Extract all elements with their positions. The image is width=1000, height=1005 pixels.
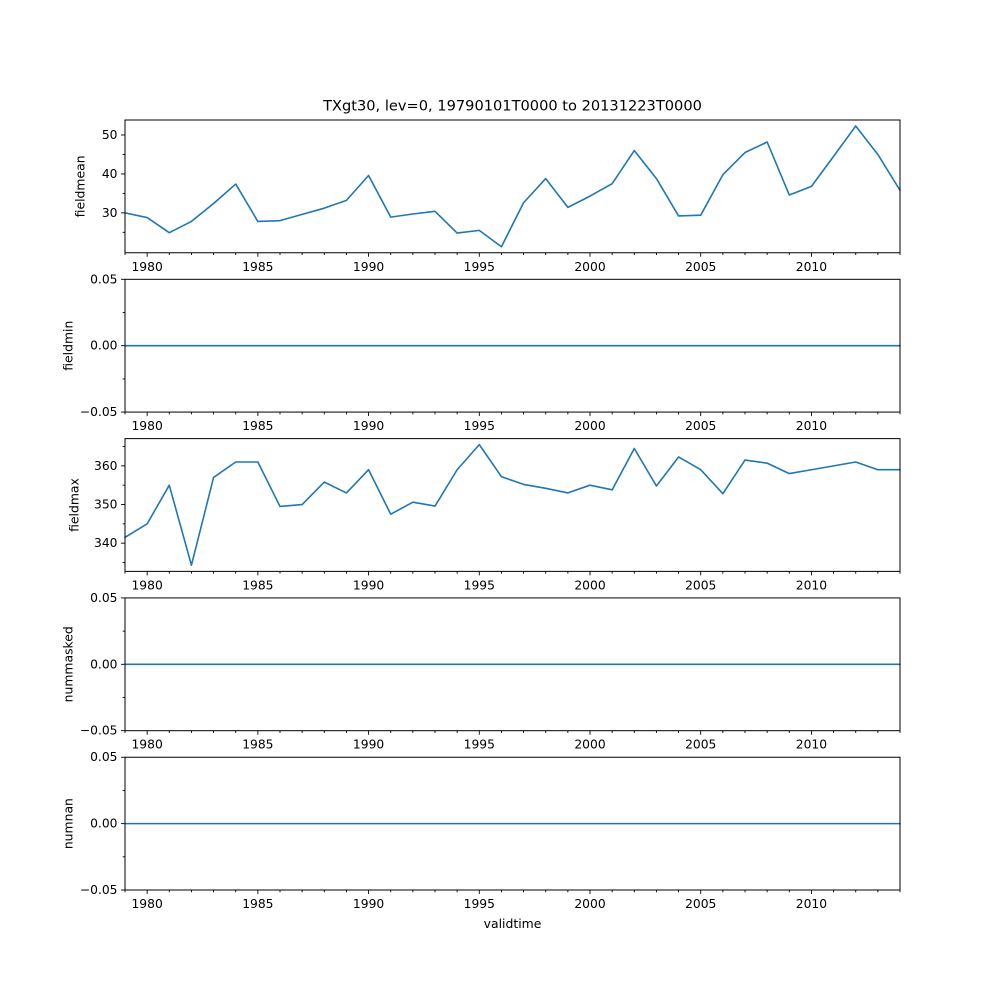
axes-frame <box>124 597 901 732</box>
x-tick-label: 1995 <box>464 260 495 274</box>
x-tick-label: 2005 <box>685 578 716 592</box>
x-tick-label: 2005 <box>685 738 716 752</box>
x-tick-label: 1985 <box>242 419 273 433</box>
x-tick-label: 1980 <box>131 738 162 752</box>
y-tick-label: 30 <box>102 206 118 220</box>
axes-frame <box>124 438 901 572</box>
x-tick-label: 1985 <box>242 738 273 752</box>
x-tick-label: 1985 <box>242 897 273 911</box>
y-tick-label: 0.00 <box>90 817 117 831</box>
chart-title: TXgt30, lev=0, 19790101T0000 to 20131223… <box>322 98 702 115</box>
axes-frame <box>124 756 901 891</box>
x-tick-label: 2005 <box>685 260 716 274</box>
fieldmin-ylabel: fieldmin <box>61 321 76 371</box>
x-tick-label: 1990 <box>353 738 384 752</box>
fieldmean-ylabel: fieldmean <box>73 155 88 217</box>
subplot-fieldmin: 1980 1985 1990 1995 2000 2005 2010 −0.05 0.00 0.0… <box>61 272 901 433</box>
x-tick-label: 1995 <box>464 738 495 752</box>
fieldmean-line <box>124 125 901 248</box>
fieldmax-ylabel: fieldmax <box>67 478 82 532</box>
x-tick-label: 2010 <box>796 260 827 274</box>
x-tick-label: 1980 <box>131 578 162 592</box>
x-tick-label: 2010 <box>796 419 827 433</box>
axes-frame <box>124 119 901 254</box>
subplot-nummasked: 1980 1985 1990 1995 2000 2005 2010 −0.05 0.00 0.0… <box>61 591 901 752</box>
x-tick-label: 1980 <box>131 419 162 433</box>
y-tick-label: 0.05 <box>90 272 117 286</box>
y-tick-label: 0.00 <box>90 657 117 671</box>
x-tick-label: 2000 <box>574 260 605 274</box>
x-tick-label: 1995 <box>464 578 495 592</box>
x-axis-label: validtime <box>484 916 542 931</box>
x-tick-label: 2000 <box>574 738 605 752</box>
nummasked-ylabel: nummasked <box>61 626 76 702</box>
y-tick-label: 0.05 <box>90 750 117 764</box>
y-tick-label: 0.00 <box>90 339 117 353</box>
subplot-fieldmax: 1980 1985 1990 1995 2000 2005 2010 340 350 360 fie… <box>67 438 901 592</box>
y-tick-label: 50 <box>102 128 118 142</box>
y-tick-label: −0.05 <box>80 405 118 419</box>
axes-frame <box>124 278 901 413</box>
x-tick-label: 1995 <box>464 897 495 911</box>
x-tick-label: 1980 <box>131 260 162 274</box>
y-tick-label: −0.05 <box>80 883 118 897</box>
y-tick-label: 40 <box>102 167 118 181</box>
y-tick-label: 340 <box>94 536 117 550</box>
x-tick-label: 2010 <box>796 578 827 592</box>
y-tick-label: 360 <box>94 459 117 473</box>
subplot-fieldmean: 1980 1985 1990 1995 2000 2005 2010 30 40 50 fieldm… <box>73 119 901 274</box>
subplot-numnan: 1980 1985 1990 1995 2000 2005 2010 −0.05 0.00 0.0… <box>61 750 901 911</box>
x-tick-label: 2000 <box>574 578 605 592</box>
x-tick-label: 2000 <box>574 897 605 911</box>
x-tick-label: 2005 <box>685 897 716 911</box>
x-tick-label: 2005 <box>685 419 716 433</box>
x-tick-label: 1985 <box>242 260 273 274</box>
x-tick-label: 2010 <box>796 897 827 911</box>
numnan-ylabel: numnan <box>61 798 76 849</box>
x-tick-label: 2000 <box>574 419 605 433</box>
y-tick-label: 0.05 <box>90 591 117 605</box>
y-tick-label: −0.05 <box>80 724 118 738</box>
x-tick-label: 1990 <box>353 419 384 433</box>
x-tick-label: 1980 <box>131 897 162 911</box>
x-tick-label: 1990 <box>353 897 384 911</box>
x-tick-label: 2010 <box>796 738 827 752</box>
y-tick-label: 350 <box>94 498 117 512</box>
x-tick-label: 1990 <box>353 260 384 274</box>
fieldmax-line <box>124 443 901 567</box>
x-tick-label: 1990 <box>353 578 384 592</box>
x-tick-label: 1995 <box>464 419 495 433</box>
x-tick-label: 1985 <box>242 578 273 592</box>
